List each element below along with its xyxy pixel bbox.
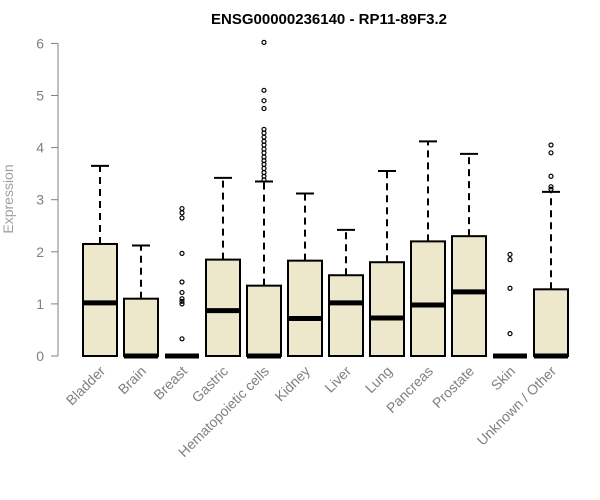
box-liver — [328, 228, 364, 357]
box-kidney — [287, 192, 323, 358]
outlier-point — [261, 105, 267, 112]
outlier-point — [179, 296, 185, 302]
box-brain — [123, 244, 159, 359]
outlier-point — [548, 173, 554, 179]
box-breast — [165, 205, 199, 359]
outlier-point — [261, 87, 267, 93]
y-tick-label: 4 — [36, 140, 44, 156]
box-body — [369, 261, 405, 357]
y-tick-label: 2 — [36, 244, 44, 260]
box-body — [205, 258, 241, 357]
outlier-point — [179, 298, 185, 304]
outlier-point — [507, 330, 513, 337]
box-skin — [493, 251, 527, 359]
outlier-point — [179, 210, 185, 216]
outlier-point — [548, 142, 554, 148]
outlier-point — [548, 150, 554, 156]
y-tick-label: 0 — [36, 348, 44, 364]
outlier-point — [261, 39, 267, 45]
box-body — [123, 297, 159, 358]
box-body — [287, 259, 323, 358]
outlier-point — [548, 186, 554, 192]
outlier-point — [507, 285, 513, 291]
x-tick-label: Lung — [362, 363, 395, 396]
box-prostate — [451, 152, 487, 357]
box-body — [328, 274, 364, 357]
y-tick-label: 6 — [36, 35, 44, 51]
outlier-point — [261, 165, 267, 172]
outlier-point — [507, 251, 513, 258]
x-tick-label: Bladder — [63, 363, 109, 409]
outlier-point — [179, 279, 185, 285]
plot-area — [82, 39, 569, 359]
x-tick-label: Breast — [150, 363, 190, 403]
outlier-point — [179, 205, 185, 212]
outlier-point — [179, 215, 185, 221]
x-tick-label: Kidney — [272, 363, 314, 405]
x-tick-label: Prostate — [429, 363, 477, 411]
box-body — [82, 242, 118, 357]
box-body — [410, 240, 446, 358]
chart-title: ENSG00000236140 - RP11-89F3.2 — [211, 11, 447, 28]
y-axis-label: Expression — [0, 164, 16, 233]
box-gastric — [205, 176, 241, 357]
box-body — [451, 235, 487, 357]
outlier-point — [261, 134, 267, 140]
box-body — [246, 284, 282, 358]
y-tick-label: 5 — [36, 88, 44, 104]
outlier-point — [507, 257, 513, 263]
x-tick-label: Brain — [115, 363, 149, 397]
y-tick-label: 3 — [36, 192, 44, 208]
box-bladder — [82, 164, 118, 357]
outlier-point — [261, 98, 267, 104]
outlier-point — [261, 126, 267, 132]
y-axis: 0 1 2 3 4 5 6 — [36, 35, 59, 364]
box-lung — [369, 170, 405, 357]
outlier-point — [179, 301, 185, 307]
outlier-point — [179, 336, 185, 342]
y-tick-label: 1 — [36, 296, 44, 312]
box-hematopoietic-cells — [246, 39, 282, 359]
box-unknown-other — [533, 142, 569, 359]
outlier-point — [548, 184, 554, 190]
outlier-point — [179, 250, 185, 256]
x-tick-label: Skin — [488, 363, 519, 394]
x-tick-label: Liver — [321, 363, 354, 396]
outlier-point — [179, 289, 185, 296]
box-pancreas — [410, 140, 446, 358]
box-body — [533, 288, 569, 358]
